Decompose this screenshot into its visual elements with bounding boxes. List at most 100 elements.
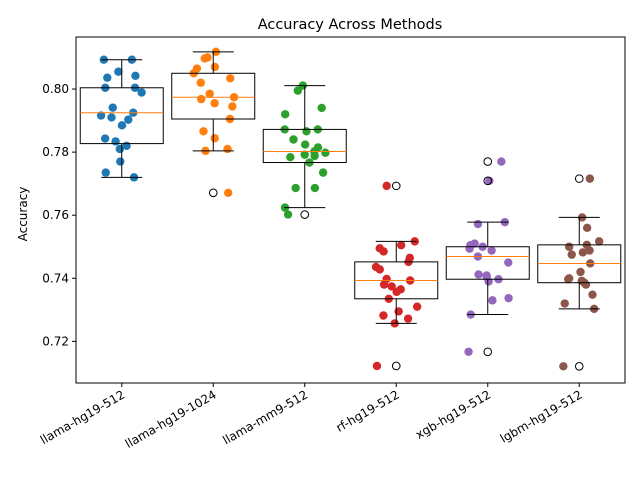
- data-point: [107, 113, 116, 122]
- data-point: [379, 311, 388, 320]
- data-point: [474, 270, 483, 279]
- outlier-marker: [483, 176, 493, 186]
- outlier-marker: [208, 188, 218, 198]
- data-point: [100, 134, 110, 143]
- data-point: [392, 287, 401, 297]
- data-point: [101, 168, 110, 177]
- data-point: [321, 148, 330, 157]
- data-point: [372, 361, 382, 371]
- y-tick-label: 0.80: [42, 82, 69, 96]
- data-point: [585, 174, 595, 183]
- data-point: [488, 296, 497, 305]
- data-point: [280, 110, 290, 119]
- data-point: [394, 307, 403, 316]
- data-point: [396, 240, 406, 250]
- data-point: [228, 102, 237, 111]
- data-point: [291, 183, 300, 193]
- box: [262, 128, 347, 164]
- data-point: [387, 282, 396, 291]
- data-point: [560, 299, 569, 308]
- y-axis-label: Accuracy: [16, 187, 30, 242]
- data-point: [108, 103, 117, 112]
- data-point: [196, 78, 205, 87]
- data-point: [131, 71, 140, 80]
- data-point: [382, 181, 391, 191]
- data-point: [117, 121, 127, 130]
- box: [171, 72, 256, 120]
- data-point: [111, 137, 120, 146]
- data-point: [412, 302, 422, 311]
- data-point: [210, 134, 219, 143]
- data-point: [403, 314, 413, 323]
- data-point: [310, 151, 319, 161]
- outlier-marker: [483, 157, 493, 166]
- data-point: [585, 246, 594, 255]
- data-point: [210, 99, 219, 108]
- category-group-llama-mm9-512: [262, 81, 347, 219]
- category-group-llama-hg19-512: [79, 55, 164, 182]
- data-point: [318, 168, 328, 177]
- data-point: [115, 144, 125, 154]
- data-point: [473, 219, 483, 229]
- data-point: [504, 258, 513, 267]
- data-point: [576, 267, 585, 277]
- data-point: [559, 362, 568, 371]
- y-tick-label: 0.76: [42, 208, 69, 222]
- outlier-marker: [391, 181, 401, 191]
- data-point: [210, 62, 220, 72]
- data-point: [114, 67, 123, 76]
- outlier-marker: [574, 361, 584, 371]
- data-point: [564, 275, 573, 284]
- data-point: [116, 157, 125, 166]
- outlier-marker: [391, 361, 401, 371]
- data-point: [96, 111, 106, 120]
- data-point: [379, 247, 388, 256]
- y-tick-label: 0.78: [42, 145, 69, 159]
- data-point: [484, 277, 493, 286]
- data-point: [302, 127, 311, 136]
- y-tick-label: 0.74: [42, 271, 69, 285]
- data-point: [487, 246, 496, 255]
- data-point: [581, 280, 591, 289]
- box: [79, 87, 164, 145]
- box: [445, 246, 530, 280]
- data-point: [124, 115, 133, 124]
- category-group-rf-hg19-512: [354, 181, 439, 371]
- outlier-marker: [574, 174, 584, 183]
- data-point: [578, 248, 588, 257]
- plot-area: [79, 47, 622, 371]
- data-point: [103, 73, 112, 82]
- data-point: [199, 127, 208, 136]
- data-point: [223, 188, 233, 198]
- data-point: [317, 103, 326, 113]
- data-point: [504, 293, 513, 303]
- category-group-lgbm-hg19-512: [537, 174, 622, 371]
- data-point: [226, 74, 235, 83]
- category-group-llama-hg19-1024: [171, 47, 256, 198]
- data-point: [594, 237, 604, 246]
- outlier-marker: [300, 210, 310, 219]
- data-point: [379, 280, 389, 289]
- data-point: [582, 223, 592, 233]
- data-point: [497, 157, 506, 166]
- data-point: [286, 152, 295, 162]
- data-point: [200, 54, 209, 63]
- plot-frame: [75, 36, 626, 384]
- data-point: [205, 89, 214, 98]
- chart-title: Accuracy Across Methods: [258, 17, 443, 33]
- category-group-xgb-hg19-512: [445, 157, 530, 357]
- data-point: [564, 242, 574, 251]
- data-point: [223, 144, 232, 154]
- data-point: [588, 290, 597, 299]
- outlier-marker: [483, 347, 493, 357]
- data-point: [289, 135, 298, 144]
- y-tick-label: 0.72: [42, 334, 69, 348]
- data-point: [283, 210, 293, 219]
- data-point: [293, 86, 303, 95]
- data-point: [464, 347, 473, 356]
- data-point: [137, 88, 146, 97]
- data-point: [300, 140, 310, 149]
- data-point: [310, 183, 320, 193]
- data-point: [465, 244, 474, 253]
